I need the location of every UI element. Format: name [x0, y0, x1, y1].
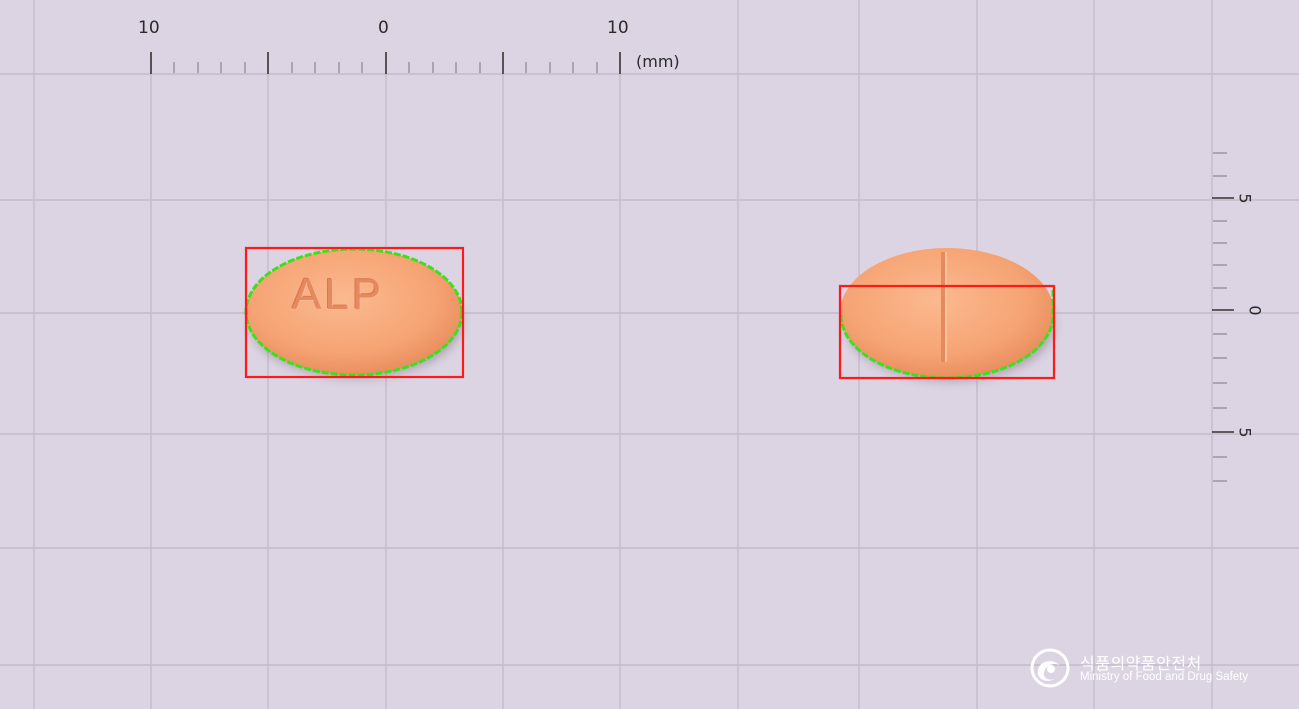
- tablet-front-bounding-box: [244, 246, 465, 379]
- ruler-top-label-center: 0: [378, 18, 389, 38]
- ruler-right-label-bottom: 5: [1235, 427, 1255, 438]
- watermark-name-ko: 식품의약품안전처: [1080, 654, 1202, 673]
- tablet-front: [244, 246, 465, 379]
- mfds-watermark: 식품의약품안전처 Ministry of Food and Drug Safet…: [1030, 648, 1270, 692]
- tablet-front-imprint: ALP: [292, 270, 385, 319]
- mfds-logo-icon: [1030, 648, 1070, 688]
- tablet-back-bounding-box: [838, 284, 1056, 380]
- watermark-name-en: Ministry of Food and Drug Safety: [1080, 671, 1249, 683]
- ruler-right-label-top: 5: [1235, 193, 1255, 204]
- ruler-unit-label: (mm): [636, 52, 680, 71]
- tablet-back: [838, 248, 1056, 381]
- ruler-top-label-right: 10: [607, 18, 629, 38]
- ruler-right-label-center: 0: [1245, 305, 1265, 316]
- ruler-top-ticks: [150, 52, 621, 74]
- ruler-right-ticks: [1212, 197, 1234, 433]
- ruler-right-minor-ticks: [1213, 152, 1227, 482]
- ruler-top-minor-ticks: [173, 62, 598, 73]
- ruler-top-label-left: 10: [138, 18, 160, 38]
